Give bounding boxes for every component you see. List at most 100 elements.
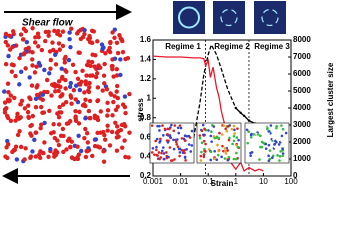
particle	[166, 133, 169, 136]
particle	[184, 159, 187, 162]
particle	[36, 60, 42, 66]
particle	[202, 133, 205, 137]
particle	[105, 123, 110, 128]
particle	[183, 139, 187, 142]
y-tick-label: 0.4	[140, 152, 152, 161]
particle	[249, 135, 253, 139]
particle	[236, 145, 240, 149]
particle	[165, 151, 168, 154]
particle	[104, 87, 110, 92]
particle	[165, 156, 169, 160]
particle	[150, 124, 154, 127]
x-tick-label: 0.001	[143, 177, 164, 186]
particle	[56, 115, 62, 120]
particle	[5, 43, 11, 48]
particle	[76, 29, 81, 34]
particle	[102, 137, 108, 142]
particle	[151, 147, 155, 150]
particle	[199, 159, 203, 162]
particle	[155, 153, 159, 157]
particle	[59, 76, 65, 81]
particle	[80, 68, 85, 73]
particle	[36, 44, 41, 49]
particle	[224, 152, 228, 155]
particle	[18, 102, 23, 107]
particle	[13, 118, 18, 123]
y-tick-label: 1.2	[140, 74, 152, 83]
particle	[179, 126, 183, 130]
particle	[23, 146, 28, 151]
particle	[270, 137, 274, 141]
particle	[67, 30, 72, 35]
particle	[77, 87, 83, 93]
particle	[44, 77, 50, 83]
particle	[177, 147, 181, 151]
particle	[50, 40, 55, 45]
particle	[87, 39, 93, 45]
particle	[160, 151, 163, 155]
particle	[126, 155, 131, 160]
particle	[182, 149, 186, 152]
particle	[18, 69, 24, 75]
particle	[155, 137, 159, 141]
particle	[20, 37, 26, 42]
particle	[228, 136, 231, 140]
y2-tick-label: 7000	[293, 52, 311, 61]
particle	[76, 133, 81, 139]
snapshot-inset	[149, 122, 195, 164]
particle	[22, 157, 27, 162]
particle	[190, 144, 194, 147]
particle	[29, 133, 34, 138]
particle	[7, 98, 12, 103]
particle	[69, 139, 75, 144]
particle	[232, 124, 236, 128]
particle	[3, 61, 9, 67]
particle	[260, 145, 264, 149]
particle	[160, 149, 164, 153]
particle	[85, 148, 90, 154]
particle	[57, 33, 63, 38]
particle	[101, 159, 107, 164]
particle	[36, 34, 41, 40]
particle	[281, 147, 284, 151]
particle	[168, 146, 172, 149]
figure: Shear flow 0.001 0.01 0.1 1 10 1000.20.40.60.…	[2, 1, 335, 188]
x-tick-label: 0.01	[173, 177, 189, 186]
particle	[247, 130, 250, 133]
particle	[5, 115, 11, 121]
particle	[59, 110, 64, 115]
particle	[53, 148, 58, 153]
particle	[281, 152, 285, 155]
particle	[33, 130, 39, 135]
particle	[109, 129, 115, 135]
particle	[113, 107, 119, 113]
particle	[123, 124, 128, 129]
particle	[280, 144, 283, 148]
particle	[41, 110, 47, 115]
particle	[3, 31, 9, 37]
particle	[26, 103, 31, 108]
particle	[180, 137, 184, 140]
particle	[47, 49, 53, 54]
particle	[70, 62, 76, 68]
particle	[267, 130, 271, 133]
particle	[159, 139, 162, 143]
particle	[60, 43, 66, 49]
particle	[15, 111, 20, 117]
particle	[95, 39, 100, 44]
particle	[83, 154, 89, 160]
particle	[224, 127, 227, 131]
particle	[203, 149, 206, 153]
particle	[272, 137, 275, 141]
y-axis-label: stress	[136, 98, 145, 122]
particle	[47, 71, 52, 76]
y-tick-label: 0.8	[140, 113, 152, 122]
particle	[278, 155, 282, 158]
particle	[159, 156, 163, 159]
particle	[212, 157, 216, 161]
particle	[25, 109, 31, 115]
particle	[222, 149, 225, 153]
particle	[155, 148, 158, 152]
particle	[281, 127, 285, 131]
particle	[73, 108, 78, 114]
